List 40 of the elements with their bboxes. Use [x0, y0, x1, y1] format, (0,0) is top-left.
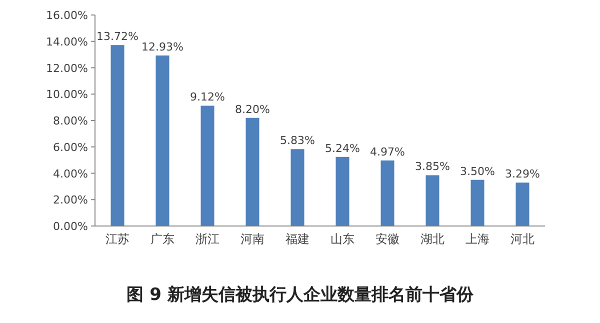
y-tick-label: 0.00% — [53, 220, 88, 233]
data-label: 13.72% — [96, 30, 138, 44]
y-tick-label: 2.00% — [53, 194, 88, 207]
bar — [336, 156, 350, 226]
data-label: 3.50% — [460, 164, 495, 178]
x-tick-label: 上海 — [466, 232, 490, 246]
x-tick-label: 安徽 — [376, 232, 400, 246]
bar — [156, 55, 170, 226]
x-tick-label: 福建 — [286, 232, 310, 246]
text: 图 9 新增失信被执行人企业数量排名前十省份 — [126, 285, 474, 305]
data-label: 4.97% — [370, 145, 405, 158]
bar — [110, 45, 124, 226]
bar — [470, 180, 484, 226]
x-tick-label: 广东 — [150, 232, 174, 246]
bar — [246, 118, 260, 226]
data-label: 8.20% — [235, 102, 270, 116]
x-tick-label: 江苏 — [106, 232, 130, 246]
bar — [290, 149, 304, 226]
data-label: 3.85% — [415, 160, 450, 174]
y-tick-label: 14.00% — [46, 35, 88, 48]
bar — [426, 175, 440, 226]
bar — [516, 182, 530, 226]
data-label: 3.29% — [505, 168, 540, 181]
y-tick-label: 6.00% — [53, 140, 88, 154]
y-tick-label: 8.00% — [53, 114, 88, 128]
bar — [200, 106, 214, 226]
bar — [380, 160, 394, 226]
y-tick-label: 16.00% — [46, 9, 88, 22]
data-label: 5.24% — [325, 142, 360, 155]
x-tick-label: 湖北 — [420, 232, 444, 246]
y-tick-label: 12.00% — [46, 62, 88, 75]
y-tick-label: 10.00% — [46, 88, 88, 102]
x-tick-label: 浙江 — [196, 232, 220, 246]
x-tick-label: 河南 — [240, 232, 264, 246]
x-tick-label: 河北 — [510, 232, 534, 246]
data-label: 12.93% — [142, 40, 184, 54]
y-tick-label: 4.00% — [53, 167, 88, 180]
data-label: 5.83% — [280, 134, 315, 148]
data-label: 9.12% — [190, 90, 225, 104]
x-tick-label: 山东 — [330, 232, 354, 246]
